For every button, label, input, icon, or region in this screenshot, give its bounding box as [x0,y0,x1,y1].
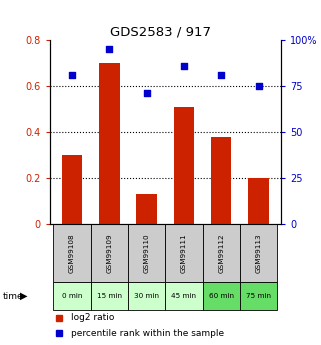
Text: GSM99110: GSM99110 [144,233,150,273]
Text: GSM99111: GSM99111 [181,233,187,273]
Point [219,72,224,78]
Text: GSM99109: GSM99109 [106,233,112,273]
Bar [211,137,231,224]
Text: 75 min: 75 min [246,293,271,299]
Bar [136,194,157,224]
Text: 45 min: 45 min [171,293,196,299]
FancyBboxPatch shape [54,282,91,311]
Bar [62,155,82,224]
Text: 15 min: 15 min [97,293,122,299]
FancyBboxPatch shape [54,224,91,282]
FancyBboxPatch shape [203,282,240,311]
Bar [99,63,120,224]
Point [256,83,261,89]
Text: percentile rank within the sample: percentile rank within the sample [71,329,224,338]
FancyBboxPatch shape [203,224,240,282]
Bar [174,107,194,224]
FancyBboxPatch shape [91,224,128,282]
Text: 30 min: 30 min [134,293,159,299]
FancyBboxPatch shape [240,282,277,311]
FancyBboxPatch shape [165,282,203,311]
FancyBboxPatch shape [240,224,277,282]
FancyBboxPatch shape [91,282,128,311]
Point [107,46,112,52]
Text: ▶: ▶ [20,291,28,301]
Text: GSM99112: GSM99112 [218,233,224,273]
Point [70,72,75,78]
Text: log2 ratio: log2 ratio [71,313,114,322]
Point [144,90,149,96]
FancyBboxPatch shape [128,224,165,282]
Bar [248,178,269,224]
FancyBboxPatch shape [165,224,203,282]
Text: 60 min: 60 min [209,293,234,299]
Text: 0 min: 0 min [62,293,82,299]
Text: GSM99108: GSM99108 [69,233,75,273]
Text: time: time [3,292,24,300]
Point [181,63,187,68]
Text: GSM99113: GSM99113 [256,233,262,273]
FancyBboxPatch shape [128,282,165,311]
Text: GDS2583 / 917: GDS2583 / 917 [110,26,211,39]
